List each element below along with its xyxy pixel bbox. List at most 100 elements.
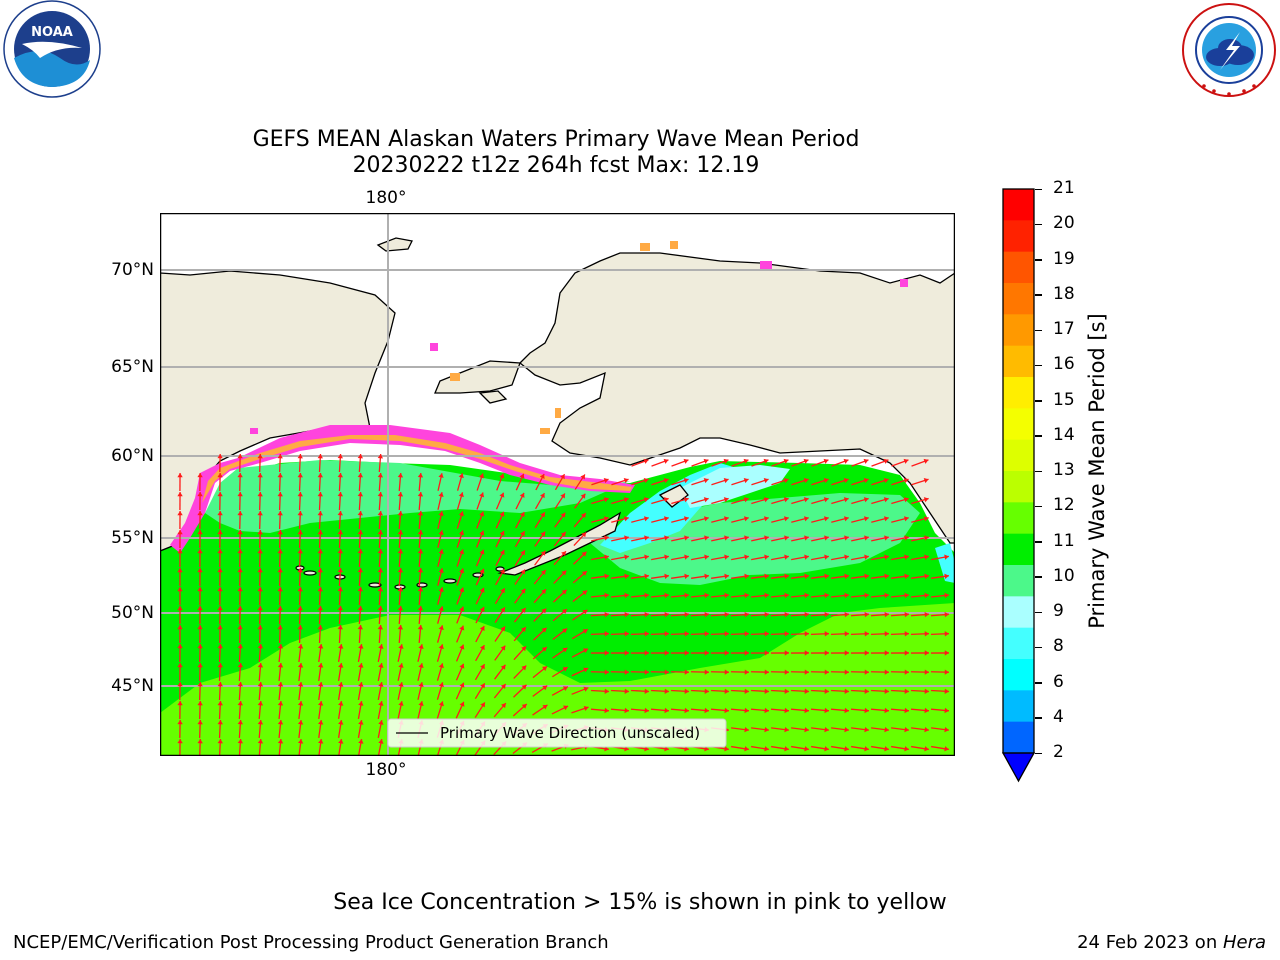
wave-arrow-head — [438, 682, 444, 688]
wave-arrow-head — [377, 454, 384, 459]
wave-arrow-head — [723, 458, 729, 464]
wave-arrow-head — [743, 497, 749, 503]
wave-arrow-head — [764, 669, 769, 675]
wave-arrow-head — [479, 626, 485, 632]
wave-arrow-head — [479, 511, 485, 517]
wave-arrow-head — [683, 458, 689, 464]
wave-arrow-head — [744, 707, 749, 714]
wave-arrow-head — [924, 707, 929, 714]
wave-arrow-head — [824, 592, 829, 599]
wave-arrow-head — [604, 669, 609, 675]
wave-arrow-head — [864, 669, 869, 675]
wave-arrow-head — [338, 682, 344, 687]
wave-arrow-head — [378, 701, 384, 706]
wave-arrow-head — [480, 664, 485, 670]
wave-arrow-head — [763, 516, 769, 522]
wave-arrow-head — [479, 568, 485, 574]
wave-arrow-head — [562, 686, 568, 692]
wave-arrow-head — [277, 549, 283, 554]
wave-arrow-head — [644, 688, 649, 694]
wave-arrow-head — [257, 606, 263, 611]
lat-label-55n: 55°N — [111, 528, 154, 548]
wave-arrow-head — [318, 739, 324, 744]
wave-arrow-head — [884, 669, 889, 675]
wave-arrow-head — [923, 458, 929, 464]
wave-arrow-head — [684, 573, 689, 579]
wave-arrow-head — [459, 606, 465, 612]
wave-arrow-head — [277, 625, 283, 630]
wave-arrow-head — [540, 493, 545, 499]
colorbar-tick-label: 18 — [1053, 283, 1075, 304]
nws-logo — [1180, 2, 1278, 98]
wave-arrow-head — [563, 705, 569, 711]
wave-arrow-head — [297, 492, 303, 497]
wave-arrow-head — [784, 746, 789, 752]
wave-arrow-head — [784, 535, 789, 541]
wave-arrow-head — [944, 554, 949, 560]
wave-arrow-head — [824, 631, 829, 637]
wave-arrow-head — [623, 497, 629, 503]
wave-arrow-head — [358, 720, 364, 725]
wave-arrow-head — [541, 627, 547, 633]
wave-arrow-head — [541, 608, 547, 614]
wave-arrow-head — [944, 726, 949, 733]
wave-arrow-head — [177, 663, 183, 668]
wave-arrow-head — [177, 644, 183, 649]
colorbar-tick-mark — [1035, 294, 1042, 296]
wave-arrow-head — [944, 688, 949, 694]
wave-arrow-head — [197, 549, 203, 554]
wave-arrow-head — [764, 688, 769, 694]
wave-arrow-head — [944, 631, 949, 637]
wave-arrow-head — [177, 549, 183, 554]
wave-arrow-head — [338, 644, 344, 649]
wave-arrow-head — [520, 607, 526, 613]
wave-arrow-head — [478, 473, 485, 479]
ocean-field-cyan-east — [935, 543, 955, 583]
wave-arrow-head — [784, 592, 789, 599]
wave-arrow-head — [603, 497, 609, 503]
colorbar-tick-label: 6 — [1053, 671, 1064, 692]
lat-label-45n: 45°N — [111, 676, 154, 696]
wave-arrow-head — [744, 631, 749, 637]
wave-arrow-head — [479, 549, 485, 555]
colorbar-tick-label: 10 — [1053, 565, 1075, 586]
colorbar-cell — [1003, 220, 1034, 253]
map-legend: Primary Wave Direction (unscaled) — [387, 718, 727, 748]
wave-arrow-head — [944, 746, 949, 752]
wave-arrow-head — [438, 625, 444, 631]
wave-arrow-head — [459, 625, 465, 631]
wave-arrow-head — [784, 631, 789, 637]
wave-arrow-head — [824, 688, 829, 694]
wave-arrow-head — [604, 631, 609, 637]
wave-arrow-head — [197, 606, 203, 611]
wave-arrow-head — [924, 611, 929, 618]
wave-arrow-head — [664, 573, 669, 579]
wave-arrow-head — [844, 707, 849, 714]
wave-arrow-head — [923, 516, 929, 522]
wave-arrow-head — [824, 746, 829, 752]
wave-arrow-head — [217, 530, 223, 535]
wave-arrow-head — [583, 667, 589, 673]
wave-arrow-head — [764, 650, 769, 656]
wave-arrow-head — [297, 587, 303, 592]
wave-arrow-head — [784, 688, 789, 694]
wave-arrow-head — [644, 631, 649, 637]
colorbar — [1001, 188, 1036, 783]
wave-arrow-head — [644, 611, 649, 618]
wave-arrow-head — [479, 606, 485, 612]
wave-arrow-head — [580, 474, 585, 480]
wave-arrow-head — [562, 628, 568, 634]
wave-arrow-head — [418, 644, 424, 649]
wave-arrow-head — [358, 701, 364, 706]
wave-arrow-head — [197, 511, 203, 516]
wave-arrow-head — [684, 707, 689, 714]
colorbar-tick-mark — [1035, 576, 1042, 578]
wave-arrow-head — [883, 458, 889, 464]
wave-arrow-head — [924, 573, 929, 579]
wave-arrow-head — [177, 682, 183, 687]
wave-arrow-head — [744, 611, 749, 618]
wave-arrow-head — [560, 512, 566, 518]
wave-arrow-head — [703, 497, 709, 503]
wave-arrow-head — [864, 650, 869, 656]
wave-arrow-head — [704, 535, 709, 541]
